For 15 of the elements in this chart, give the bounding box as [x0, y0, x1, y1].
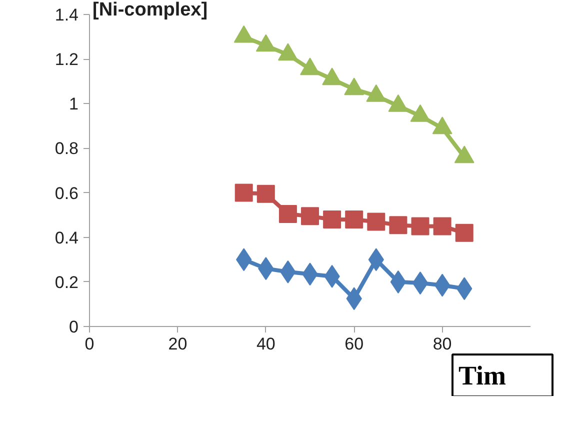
text: Tim: [458, 360, 507, 390]
y-tick-label: 1: [69, 94, 79, 114]
y-tick-label: 1.2: [54, 50, 79, 70]
y-tick-label: 1.4: [54, 6, 79, 24]
x-tick-label: 40: [256, 334, 276, 354]
y-tick-label: 0: [69, 318, 79, 336]
y-tick-label: 0.8: [54, 139, 79, 158]
y-tick-label: 0.6: [54, 184, 79, 203]
x-tick-label: 20: [168, 334, 188, 354]
x-tick-label: 60: [344, 334, 364, 354]
y-axis-title: [Ni-complex]: [92, 0, 208, 20]
x-tick-label: 80: [432, 334, 452, 354]
y-tick-label: 0.4: [54, 228, 79, 248]
y-tick-label: 0.2: [54, 272, 79, 292]
x-tick-label: 0: [84, 334, 94, 354]
